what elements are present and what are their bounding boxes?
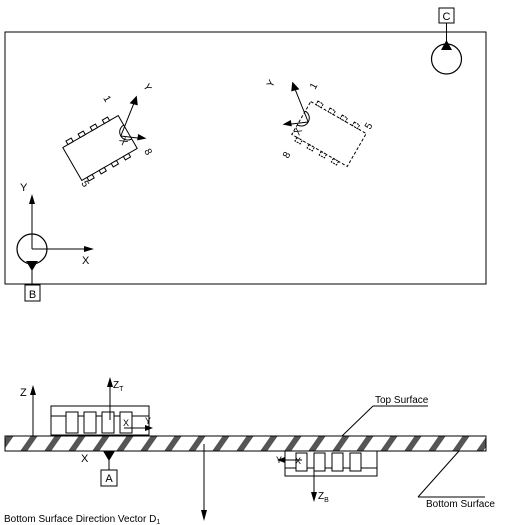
bottom-local-y-label: Y	[276, 455, 282, 465]
top-local-x-label: X	[123, 418, 129, 428]
zb-subscript: B	[324, 497, 329, 504]
chip-top-x-label: X	[116, 136, 129, 148]
top-surface-label: Top Surface	[375, 395, 429, 406]
ic-chip-bottom	[282, 81, 367, 168]
top-local-y-label: Y	[145, 416, 151, 426]
direction-vector-symbol: D	[149, 514, 156, 525]
zt-subscript: T	[119, 386, 124, 393]
bottom-surface-label: Bottom Surface	[426, 499, 495, 510]
datum-b-label: B	[29, 289, 36, 301]
top-surface-leader	[341, 405, 374, 437]
x-axis-label: X	[82, 255, 90, 267]
bottom-local-x-label: X	[295, 456, 301, 466]
bottom-surface-leader	[417, 450, 460, 498]
zt-axis-label: ZT	[113, 380, 124, 393]
chip-bottom-y-label: Y	[265, 78, 278, 90]
board-outline	[4, 31, 487, 285]
chip-bottom-pin-8: 8	[281, 150, 294, 161]
ic-chip-top	[62, 95, 147, 182]
y-axis-label: Y	[20, 182, 28, 194]
datum-c: C	[430, 7, 463, 75]
top-component	[50, 405, 150, 436]
direction-vector-label: Bottom Surface Direction Vector D1	[4, 514, 160, 525]
zb-axis-label: ZB	[318, 491, 329, 504]
board-cross-section	[4, 435, 487, 452]
datum-a-label: A	[105, 473, 113, 485]
chip-top-pin-1: 1	[100, 94, 113, 105]
datum-b: B Y X	[16, 182, 94, 302]
chip-bottom-x-label: X	[292, 126, 305, 138]
chip-top-pin-5: 5	[78, 179, 91, 190]
side-x-axis-label: X	[81, 453, 89, 465]
datum-a-marker	[103, 451, 115, 461]
direction-vector-subscript: 1	[156, 519, 160, 525]
chip-bottom-pin-1: 1	[308, 81, 321, 92]
fiducial-c-marker	[441, 40, 452, 50]
chip-top-y-label: Y	[140, 82, 153, 94]
datum-c-label: C	[443, 11, 451, 23]
z-axis-label: Z	[20, 387, 27, 399]
chip-bottom-pin-5: 5	[363, 121, 376, 132]
fiducial-b-marker	[26, 261, 38, 271]
bottom-component	[284, 450, 378, 477]
chip-top-pin-8: 8	[141, 147, 154, 158]
